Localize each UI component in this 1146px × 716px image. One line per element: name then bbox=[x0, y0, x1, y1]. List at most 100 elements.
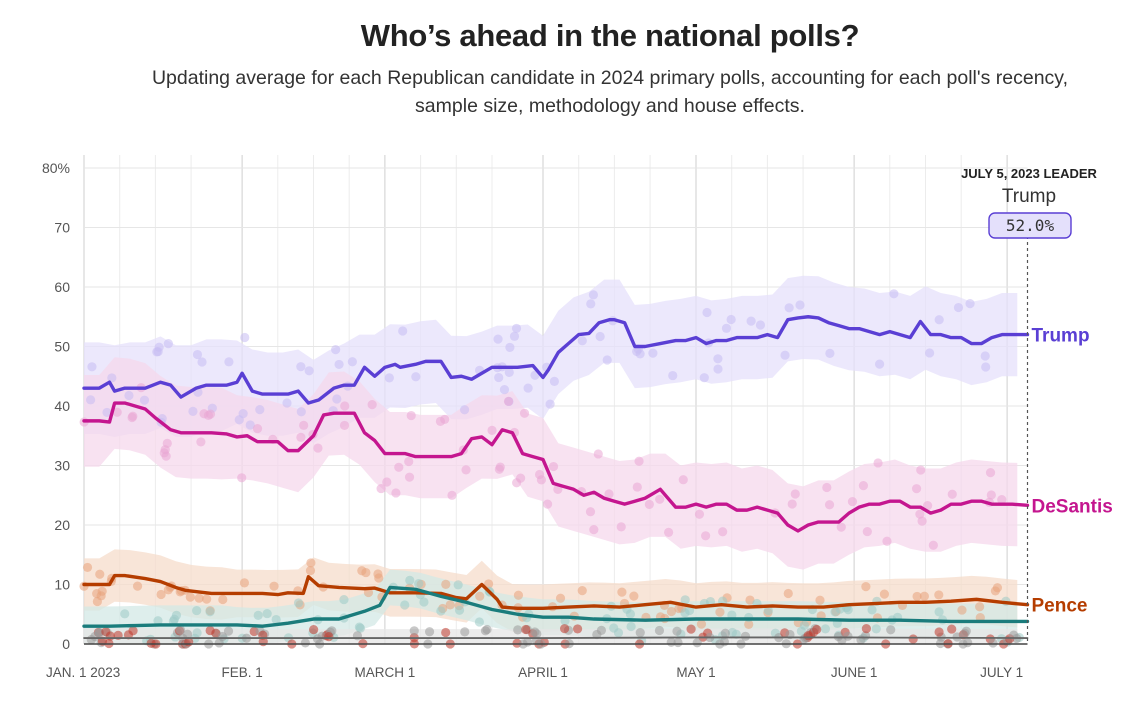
pence-poll-dot bbox=[745, 595, 755, 605]
desantis-poll-dot bbox=[858, 481, 869, 491]
x-tick-label: FEB. 1 bbox=[221, 665, 262, 680]
haley-poll-dot bbox=[625, 609, 636, 619]
desantis-label: DeSantis bbox=[1032, 496, 1113, 517]
other-poll-dot bbox=[182, 629, 193, 639]
haley-poll-dot bbox=[613, 628, 624, 638]
trump-poll-dot bbox=[107, 373, 117, 383]
pence-label: Pence bbox=[1032, 596, 1088, 617]
chart-subtitle: Updating average for each Republican can… bbox=[151, 67, 1069, 117]
pence-poll-dot bbox=[815, 595, 825, 605]
other-poll-dot bbox=[513, 625, 523, 635]
pence-poll-dot bbox=[957, 605, 967, 615]
pence-poll-dot bbox=[992, 583, 1003, 593]
haley-poll-dot bbox=[419, 597, 429, 607]
trump-poll-dot bbox=[889, 289, 899, 299]
pence-poll-dot bbox=[475, 591, 485, 601]
desantis-poll-dot bbox=[915, 509, 925, 519]
pence-poll-dot bbox=[202, 594, 212, 604]
desantis-poll-dot bbox=[997, 494, 1007, 505]
trump-poll-dot bbox=[784, 303, 794, 313]
trump-poll-dot bbox=[934, 315, 944, 325]
desantis-poll-dot bbox=[911, 484, 922, 494]
trump-poll-dot bbox=[188, 406, 198, 416]
series-labels: Trump DeSantis Pence bbox=[1032, 326, 1113, 617]
y-tick-label: 50 bbox=[54, 339, 70, 355]
desantis-poll-dot bbox=[663, 527, 674, 537]
trump-poll-dot bbox=[245, 420, 255, 430]
other-poll-dot bbox=[409, 626, 419, 636]
pence-poll-dot bbox=[132, 581, 143, 591]
trump-poll-dot bbox=[925, 348, 935, 358]
haley-poll-dot bbox=[262, 608, 272, 619]
other-poll-dot bbox=[740, 631, 751, 641]
trump-poll-dot bbox=[586, 299, 596, 309]
y-tick-label: 30 bbox=[54, 458, 70, 474]
other-poll-dot bbox=[572, 624, 583, 634]
pence-poll-dot bbox=[696, 619, 707, 629]
desantis-poll-dot bbox=[790, 489, 800, 499]
trump-poll-dot bbox=[347, 357, 357, 367]
other-poll-dot bbox=[532, 629, 542, 639]
leader-value: 52.0% bbox=[1006, 216, 1055, 235]
pence-poll-dot bbox=[185, 592, 195, 602]
trump-poll-dot bbox=[411, 372, 421, 382]
pence-poll-dot bbox=[919, 591, 929, 601]
trump-poll-dot bbox=[163, 339, 173, 349]
haley-poll-dot bbox=[414, 578, 424, 589]
other-poll-dot bbox=[654, 625, 665, 636]
pence-poll-dot bbox=[218, 594, 228, 605]
haley-poll-dot bbox=[120, 609, 130, 619]
leader-name: Trump bbox=[1002, 186, 1056, 207]
pence-poll-dot bbox=[445, 600, 455, 610]
trump-average-line bbox=[82, 315, 1030, 405]
trump-poll-dot bbox=[505, 342, 515, 353]
trump-poll-dot bbox=[234, 415, 244, 425]
y-tick-label: 20 bbox=[54, 517, 70, 533]
trump-poll-dot bbox=[746, 316, 756, 326]
trump-poll-dot bbox=[152, 347, 162, 357]
desantis-poll-dot bbox=[203, 410, 214, 420]
desantis-poll-dot bbox=[836, 522, 846, 532]
y-tick-label: 70 bbox=[54, 220, 70, 236]
trump-poll-dot bbox=[334, 359, 344, 370]
desantis-poll-dot bbox=[947, 489, 957, 499]
desantis-poll-dot bbox=[313, 443, 323, 453]
desantis-poll-dot bbox=[196, 437, 206, 447]
desantis-poll-dot bbox=[404, 456, 414, 467]
other-poll-dot bbox=[692, 638, 702, 648]
desantis-poll-dot bbox=[237, 473, 247, 483]
trump-poll-dot bbox=[713, 354, 723, 364]
desantis-poll-dot bbox=[616, 522, 626, 532]
haley-poll-dot bbox=[934, 607, 944, 617]
trump-poll-dot bbox=[523, 383, 533, 393]
trump-poll-dot bbox=[296, 407, 306, 417]
haley-poll-dot bbox=[474, 617, 485, 627]
desantis-poll-dot bbox=[589, 524, 599, 535]
desantis-poll-dot bbox=[112, 407, 122, 417]
desantis-poll-dot bbox=[161, 451, 171, 461]
desantis-poll-dot bbox=[461, 465, 471, 475]
trump-poll-dot bbox=[874, 359, 885, 369]
desantis-poll-dot bbox=[928, 540, 938, 550]
desantis-poll-dot bbox=[917, 516, 927, 526]
trump-poll-dot bbox=[595, 331, 605, 342]
trump-poll-dot bbox=[825, 348, 835, 358]
trump-poll-dot bbox=[331, 345, 341, 355]
trump-poll-dot bbox=[240, 332, 250, 343]
haley-poll-dot bbox=[453, 580, 463, 590]
haley-average-line bbox=[82, 585, 1030, 628]
x-tick-label: APRIL 1 bbox=[518, 665, 568, 680]
other-poll-dot bbox=[934, 627, 944, 637]
other-average-line bbox=[83, 636, 1029, 639]
trump-poll-dot bbox=[602, 355, 612, 365]
pence-poll-dot bbox=[239, 578, 250, 588]
haley-poll-dot bbox=[830, 607, 840, 617]
haley-poll-dot bbox=[271, 614, 281, 625]
pence-poll-dot bbox=[269, 581, 279, 591]
pence-poll-dot bbox=[783, 588, 793, 599]
haley-poll-dot bbox=[436, 606, 446, 616]
trump-poll-dot bbox=[499, 385, 510, 395]
pence-poll-dot bbox=[95, 569, 105, 579]
desantis-poll-dot bbox=[391, 488, 401, 498]
